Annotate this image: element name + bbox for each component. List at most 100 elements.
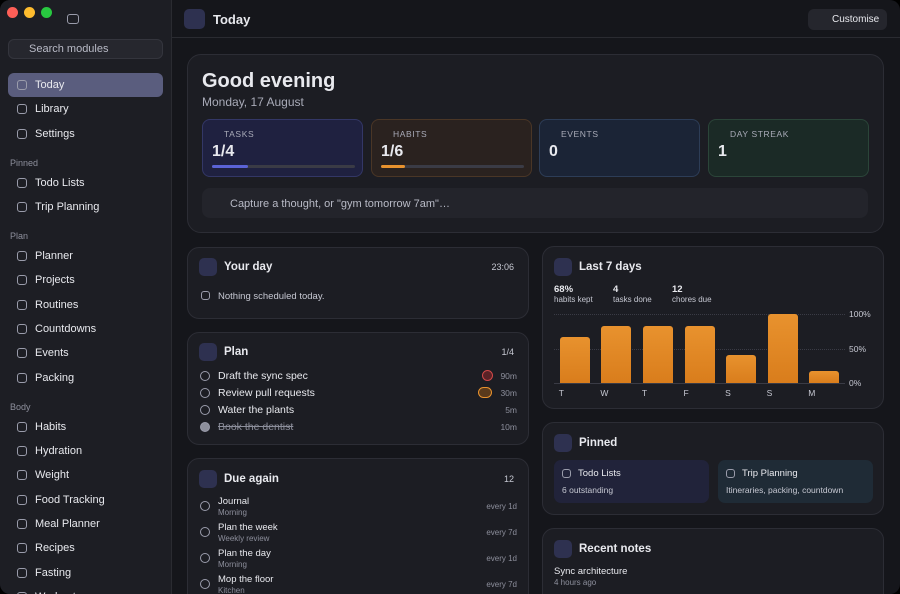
capture-input[interactable] xyxy=(202,188,868,218)
page-title: Today xyxy=(213,12,251,27)
nav-icon xyxy=(17,80,27,90)
nav-icon xyxy=(17,567,27,578)
priority-badge xyxy=(482,370,493,381)
bar xyxy=(684,325,715,383)
chore-title: Journal xyxy=(218,496,250,507)
pinned-title: Todo Lists xyxy=(578,468,621,479)
nav-label: Planner xyxy=(35,249,73,262)
empty-icon xyxy=(201,291,210,300)
nav-label: Settings xyxy=(35,127,75,140)
pinned-icon xyxy=(726,469,735,478)
bar xyxy=(559,336,590,383)
minimize-button[interactable] xyxy=(24,7,35,18)
pinned-sub: 6 outstanding xyxy=(562,485,614,495)
pinned-title: Trip Planning xyxy=(742,468,798,479)
stat-label: DAY STREAK xyxy=(730,129,790,139)
nav-section: Plan xyxy=(10,230,29,241)
stat-value: 68% xyxy=(554,284,574,295)
nav-item-active[interactable] xyxy=(8,73,163,97)
chore-sub: Morning xyxy=(218,508,247,517)
greeting: Good evening xyxy=(202,70,336,92)
search-box[interactable] xyxy=(8,39,163,59)
chore-title: Plan the day xyxy=(218,548,271,559)
y-tick-label: 50% xyxy=(849,343,867,354)
sidebar xyxy=(0,0,172,594)
nav-label: Library xyxy=(35,103,69,116)
stat-value: 4 xyxy=(613,284,619,295)
check[interactable] xyxy=(200,371,210,381)
your-day-card xyxy=(187,247,529,319)
stat-value: 1/4 xyxy=(212,143,235,160)
pinned-icon xyxy=(562,469,571,478)
progress-track xyxy=(381,165,524,168)
y-tick-label: 0% xyxy=(849,378,862,388)
nav-icon xyxy=(17,519,27,530)
nav-icon xyxy=(17,470,27,481)
nav-icon xyxy=(17,250,27,261)
nav-icon xyxy=(17,372,27,383)
x-tick-label: S xyxy=(766,388,773,398)
check[interactable] xyxy=(200,422,210,432)
card-count: 23:06 xyxy=(491,262,514,272)
check[interactable] xyxy=(200,553,210,563)
check[interactable] xyxy=(200,501,210,511)
stat-value: 12 xyxy=(672,284,683,295)
nav-icon xyxy=(17,128,27,139)
grid-line xyxy=(554,383,845,384)
task-text: Draft the sync spec xyxy=(218,370,308,382)
note-time: 4 hours ago xyxy=(554,578,597,587)
task-meta: 90m xyxy=(500,371,517,381)
nav-label: Meal Planner xyxy=(35,518,100,531)
card-icon xyxy=(554,540,572,558)
pinned-card[interactable] xyxy=(718,460,873,503)
zoom-button[interactable] xyxy=(41,7,52,18)
stat-label: tasks done xyxy=(613,295,652,304)
nav-label: Recipes xyxy=(35,542,75,555)
nav-icon xyxy=(17,592,27,594)
customise-button[interactable] xyxy=(808,9,887,30)
bar xyxy=(642,325,673,383)
nav-label: Countdowns xyxy=(35,323,97,335)
y-tick-label: 100% xyxy=(849,309,871,319)
customise-label: Customise xyxy=(832,14,880,25)
check[interactable] xyxy=(200,579,210,589)
stat-label: chores due xyxy=(672,295,712,304)
check[interactable] xyxy=(200,405,210,415)
note-title: Sync architecture xyxy=(554,566,628,577)
stat-label: EVENTS xyxy=(561,129,599,139)
topbar xyxy=(172,0,900,38)
nav-label: Workouts xyxy=(35,591,81,594)
chore-freq: every 1d xyxy=(486,502,517,511)
bar xyxy=(809,371,840,383)
check[interactable] xyxy=(200,527,210,537)
sidebar-toggle[interactable] xyxy=(67,14,79,24)
card-icon xyxy=(199,258,217,276)
nav-label: Hydration xyxy=(35,445,83,458)
nav-icon xyxy=(17,177,27,188)
stat-card xyxy=(539,119,700,177)
chore-sub: Kitchen xyxy=(218,586,245,594)
stat-value: 1 xyxy=(718,143,727,160)
stat-label: habits kept xyxy=(554,295,593,304)
close-button[interactable] xyxy=(7,7,18,18)
task-text: Review pull requests xyxy=(218,387,315,399)
capture-placeholder: Capture a thought, or "gym tomorrow 7am"… xyxy=(230,198,450,210)
x-tick-label: W xyxy=(600,388,609,398)
card-icon xyxy=(199,343,217,361)
chore-freq: every 1d xyxy=(486,554,517,563)
pinned-card[interactable] xyxy=(554,460,709,503)
nav-icon xyxy=(17,201,27,212)
nav-icon xyxy=(17,299,27,310)
nav-icon xyxy=(17,494,27,505)
search-placeholder: Search modules xyxy=(29,43,109,55)
progress-track xyxy=(212,165,355,168)
card-title: Pinned xyxy=(579,437,618,449)
x-tick-label: S xyxy=(725,388,731,398)
task-meta: 10m xyxy=(500,422,517,432)
progress-fill xyxy=(212,165,248,168)
nav-icon xyxy=(17,543,27,554)
card-title: Your day xyxy=(224,261,273,273)
card-title: Due again xyxy=(224,473,279,485)
check[interactable] xyxy=(200,388,210,398)
nav-icon xyxy=(17,421,27,432)
